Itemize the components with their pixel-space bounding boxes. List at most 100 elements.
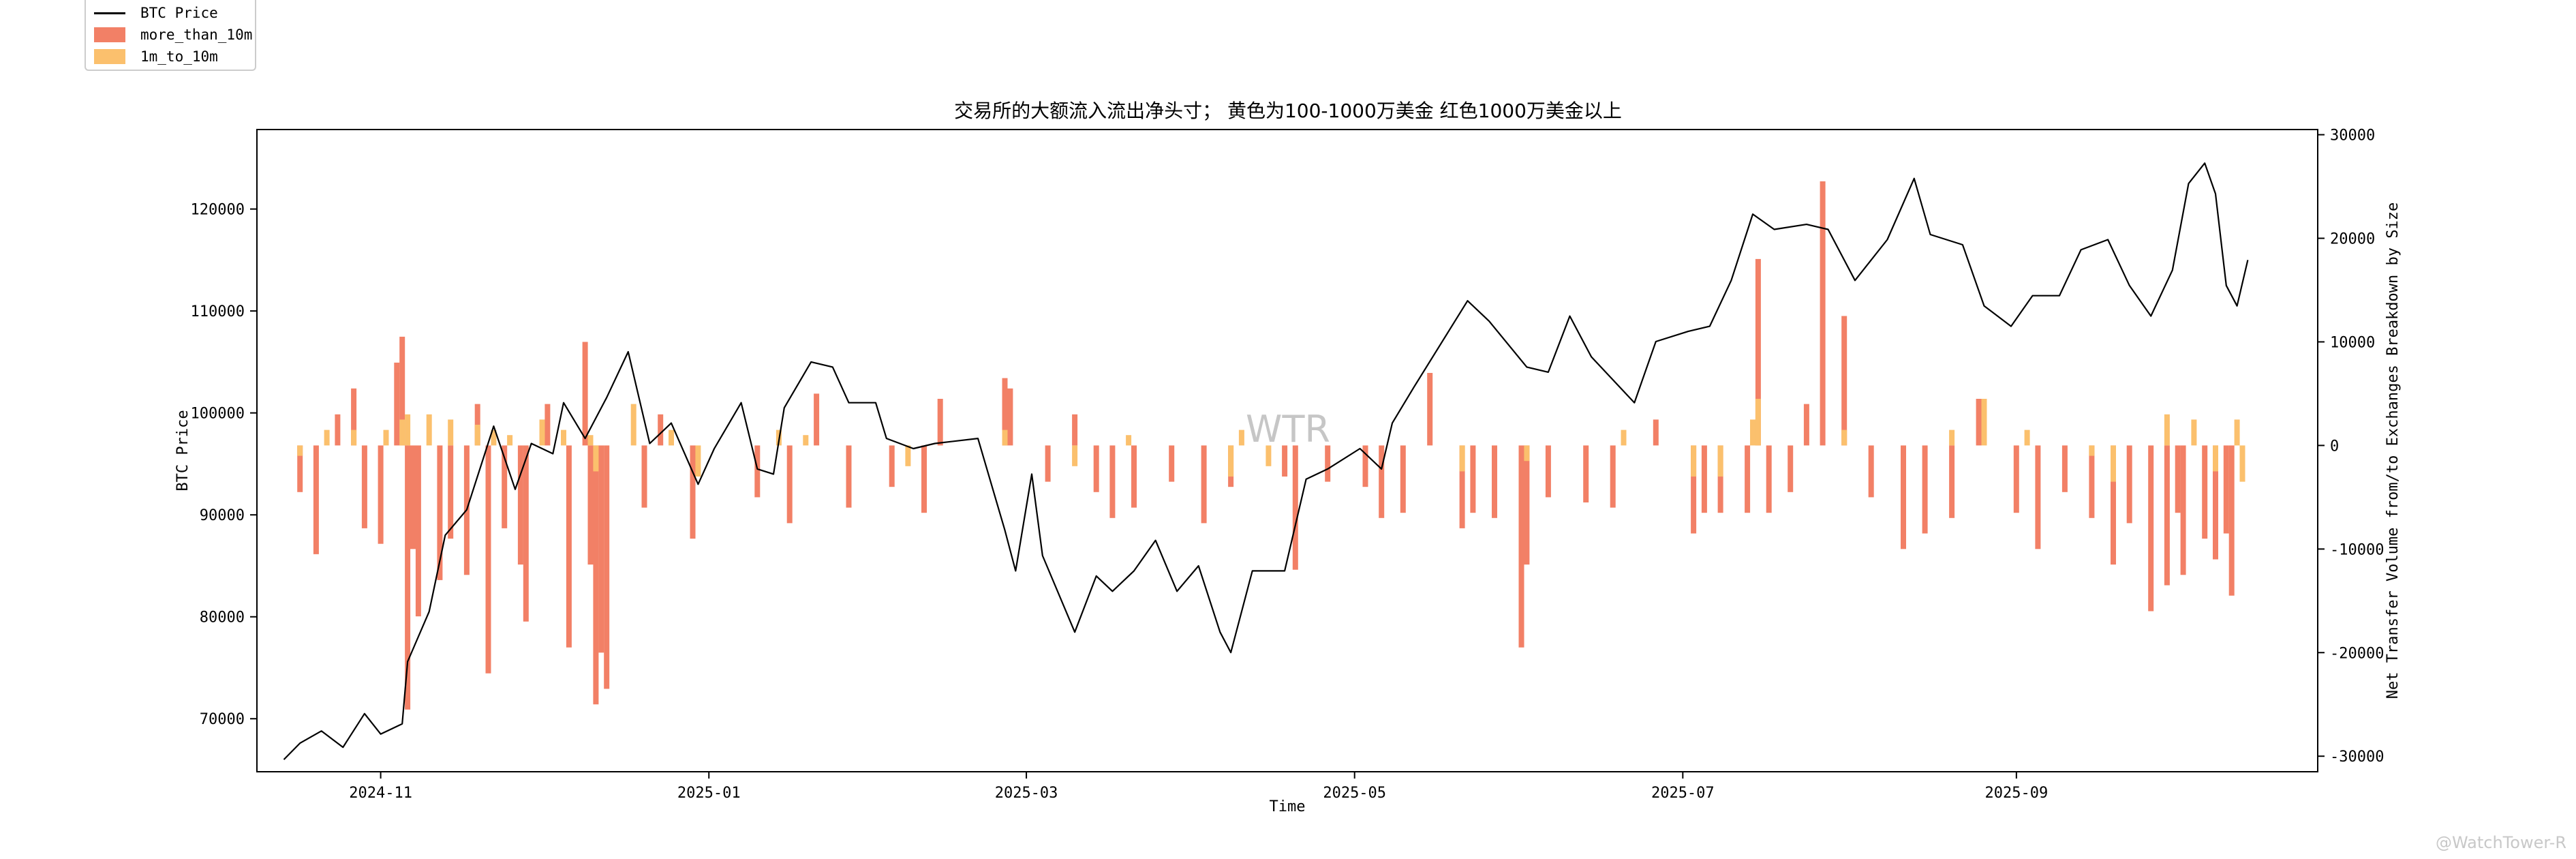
- bar-more-than-10m: [1427, 373, 1433, 446]
- bar-1m-to-10m: [1126, 435, 1132, 446]
- bar-1m-to-10m: [474, 425, 480, 446]
- right-y-tick-label: 0: [2330, 438, 2339, 455]
- bar-more-than-10m: [1518, 445, 1524, 648]
- legend-item-more-than-10m: more_than_10m: [94, 25, 252, 45]
- bar-1m-to-10m: [561, 430, 566, 446]
- bar-1m-to-10m: [593, 445, 599, 472]
- bar-more-than-10m: [378, 445, 384, 544]
- plot-frame: [256, 129, 2318, 772]
- chart-title: 交易所的大额流入流出净头寸； 黄色为100-1000万美金 红色1000万美金以…: [954, 100, 1622, 122]
- bar-more-than-10m: [1691, 445, 1697, 534]
- bar-1m-to-10m: [383, 430, 389, 446]
- left-y-tick-label: 80000: [200, 609, 245, 627]
- left-y-tick-label: 70000: [200, 711, 245, 728]
- bar-more-than-10m: [2126, 445, 2132, 524]
- bar-more-than-10m: [313, 445, 319, 554]
- bar-more-than-10m: [2089, 445, 2095, 518]
- bar-more-than-10m: [1524, 445, 1530, 565]
- bar-1m-to-10m: [491, 430, 497, 446]
- bar-more-than-10m: [1201, 445, 1207, 524]
- bar-more-than-10m: [1755, 258, 1761, 446]
- bar-more-than-10m: [1545, 445, 1551, 498]
- bar-more-than-10m: [1868, 445, 1874, 498]
- bar-1m-to-10m: [669, 430, 674, 446]
- left-y-tick-label: 100000: [191, 406, 245, 423]
- bar-more-than-10m: [2061, 445, 2068, 492]
- bar-more-than-10m: [1922, 445, 1928, 534]
- legend-item-btc-price: BTC Price: [94, 3, 218, 23]
- bar-more-than-10m: [485, 445, 491, 674]
- bar-more-than-10m: [587, 445, 594, 565]
- right-y-tick-label: -20000: [2330, 645, 2384, 662]
- bar-more-than-10m: [658, 414, 664, 446]
- bar-more-than-10m: [889, 445, 895, 487]
- bar-1m-to-10m: [1002, 430, 1008, 446]
- bar-1m-to-10m: [1459, 445, 1465, 472]
- bar-more-than-10m: [2013, 445, 2019, 513]
- price-line-layer: [283, 162, 2249, 760]
- bar-more-than-10m: [1610, 445, 1616, 508]
- brand-watermark: @WatchTower-R: [2435, 833, 2566, 852]
- bar-more-than-10m: [297, 445, 303, 492]
- left-y-axis-ticks: 70000 80000 90000 100000 110000 120000: [191, 202, 257, 728]
- bar-more-than-10m: [1841, 316, 1847, 446]
- legend-label: more_than_10m: [140, 27, 253, 43]
- bar-more-than-10m: [2223, 445, 2229, 534]
- legend-label: BTC Price: [140, 5, 218, 21]
- bar-more-than-10m: [754, 445, 761, 498]
- bar-1m-to-10m: [630, 404, 637, 446]
- left-y-axis-label: BTC Price: [174, 410, 191, 491]
- bar-more-than-10m: [394, 362, 400, 446]
- bar-1m-to-10m: [297, 445, 303, 456]
- bar-more-than-10m: [1002, 378, 1008, 446]
- bar-more-than-10m: [1459, 445, 1465, 528]
- bar-more-than-10m: [351, 388, 357, 446]
- bar-more-than-10m: [1072, 414, 1078, 446]
- bar-more-than-10m: [2164, 445, 2170, 586]
- bar-more-than-10m: [2175, 445, 2181, 513]
- legend-bar-swatch: [94, 49, 125, 64]
- bar-more-than-10m: [1653, 419, 1659, 446]
- bar-1m-to-10m: [507, 435, 513, 446]
- bar-more-than-10m: [1949, 445, 1955, 518]
- bar-1m-to-10m: [1072, 445, 1078, 466]
- bar-1m-to-10m: [448, 419, 454, 446]
- bar-1m-to-10m: [2024, 430, 2030, 446]
- legend-line-swatch: [94, 12, 125, 14]
- bar-1m-to-10m: [1266, 445, 1272, 466]
- bar-more-than-10m: [399, 336, 405, 446]
- bar-more-than-10m: [361, 445, 367, 528]
- bar-more-than-10m: [2202, 445, 2208, 539]
- center-watermark: WTR: [1246, 408, 1330, 451]
- legend-label: 1m_to_10m: [140, 48, 218, 65]
- bar-1m-to-10m: [1621, 430, 1627, 446]
- bar-more-than-10m: [604, 445, 610, 689]
- bar-1m-to-10m: [2191, 419, 2197, 446]
- bar-more-than-10m: [502, 445, 508, 528]
- bar-1m-to-10m: [1691, 445, 1697, 477]
- bar-more-than-10m: [1362, 445, 1368, 487]
- bar-1m-to-10m: [1841, 430, 1847, 446]
- right-y-axis-label: Net Transfer Volume from/to Exchanges Br…: [2385, 202, 2402, 699]
- right-y-tick-label: 10000: [2330, 334, 2375, 351]
- bar-more-than-10m: [410, 445, 416, 549]
- x-tick-label: 2025-09: [1984, 785, 2048, 802]
- bar-more-than-10m: [1093, 445, 1099, 492]
- bar-1m-to-10m: [2234, 419, 2240, 446]
- bar-more-than-10m: [1583, 445, 1589, 502]
- bar-more-than-10m: [786, 445, 793, 524]
- bar-layer: [297, 181, 2245, 710]
- bar-more-than-10m: [1976, 399, 1982, 446]
- bar-more-than-10m: [1492, 445, 1497, 518]
- bar-1m-to-10m: [695, 445, 701, 477]
- left-y-tick-label: 110000: [191, 303, 245, 320]
- legend: BTC Price more_than_10m 1m_to_10m: [85, 0, 256, 71]
- bar-more-than-10m: [1901, 445, 1906, 549]
- bar-1m-to-10m: [351, 430, 357, 446]
- right-y-tick-label: -30000: [2330, 749, 2384, 766]
- bar-more-than-10m: [1169, 445, 1175, 482]
- left-y-tick-label: 90000: [200, 507, 245, 524]
- x-axis-label: Time: [1270, 798, 1306, 815]
- bar-1m-to-10m: [539, 419, 545, 446]
- right-y-axis-ticks: -30000 -20000 -10000 0 10000 20000 30000: [2318, 127, 2384, 766]
